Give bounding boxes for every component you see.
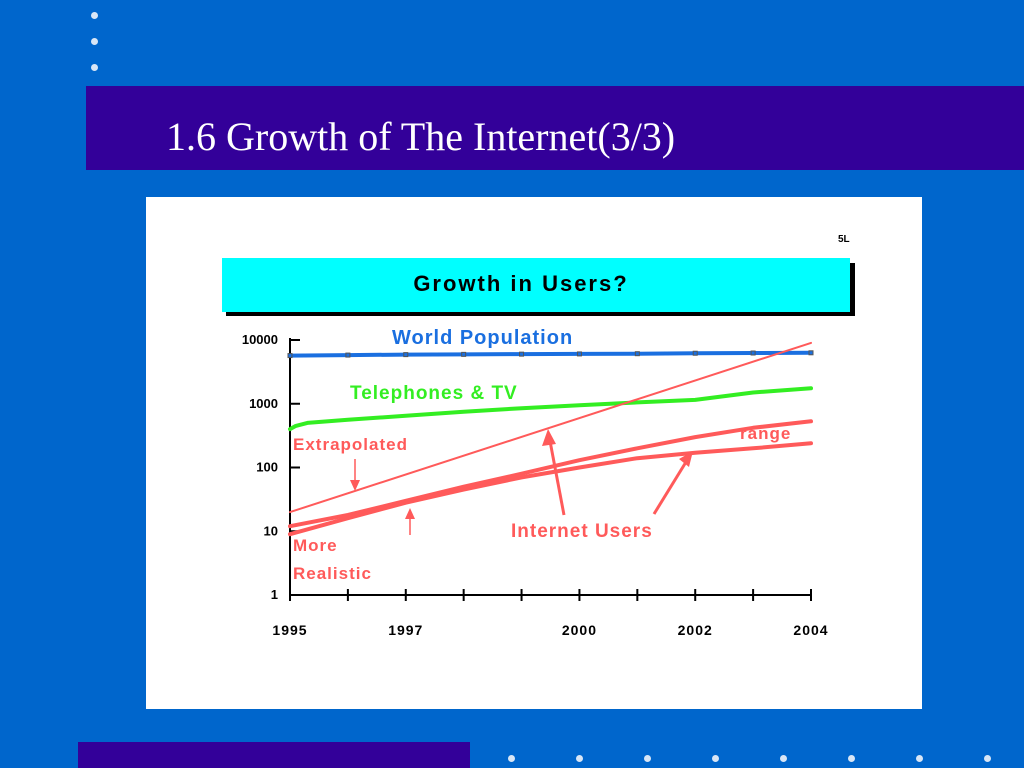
arrow-internet-upper xyxy=(548,440,566,516)
decor-dot-bottom-5 xyxy=(780,755,787,762)
series-line-telephones-tv xyxy=(288,386,813,432)
x-tick-label: 2000 xyxy=(562,622,597,638)
x-tick-label: 1997 xyxy=(388,622,423,638)
bottom-bar xyxy=(78,742,470,768)
decor-dot-top-1 xyxy=(91,12,98,19)
arrow-extrapolated-head xyxy=(350,480,360,491)
title-bar xyxy=(86,86,1024,170)
data-point-world-population xyxy=(634,351,640,357)
x-tick-label: 2002 xyxy=(678,622,713,638)
decor-dot-bottom-6 xyxy=(848,755,855,762)
y-tick-label: 1 xyxy=(271,587,278,602)
label-realistic: Realistic xyxy=(293,564,372,583)
decor-dot-bottom-7 xyxy=(916,755,923,762)
data-point-world-population xyxy=(403,352,409,358)
series-layer xyxy=(287,341,814,537)
decor-dot-bottom-4 xyxy=(712,755,719,762)
data-point-world-population xyxy=(808,350,814,356)
arrow-internet-lower-head xyxy=(679,451,693,467)
data-point-world-population xyxy=(345,352,351,358)
decor-dot-top-2 xyxy=(91,38,98,45)
x-tick-label: 1995 xyxy=(272,622,307,638)
x-tick-label: 2004 xyxy=(793,622,828,638)
data-point-world-population xyxy=(692,350,698,356)
label-world-population: World Population xyxy=(392,327,573,349)
data-point-world-population xyxy=(576,351,582,357)
y-tick-label: 10000 xyxy=(242,332,278,347)
axes: 1 10 100 1000 10000 1995 1997 2000 2002 2004 xyxy=(242,332,828,638)
data-point-world-population xyxy=(519,351,525,357)
corner-mark: 5L xyxy=(838,234,850,245)
decor-dot-bottom-1 xyxy=(508,755,515,762)
y-tick-label: 100 xyxy=(256,460,278,475)
arrow-realistic-head xyxy=(405,508,415,519)
series-line-internet-lower xyxy=(288,441,813,537)
chart-title: Growth in Users? xyxy=(413,271,628,296)
decor-dot-bottom-3 xyxy=(644,755,651,762)
annotation-arrows xyxy=(350,429,693,535)
data-point-world-population xyxy=(750,350,756,356)
arrow-internet-lower xyxy=(652,461,688,515)
data-point-world-population xyxy=(287,353,293,359)
arrow-internet-upper-head xyxy=(542,429,556,446)
series-line-world-population xyxy=(288,350,813,358)
label-extrapolated: Extrapolated xyxy=(293,435,408,454)
label-more: More xyxy=(293,536,338,555)
series-line-internet-upper xyxy=(288,419,813,529)
label-range: range xyxy=(740,424,791,443)
series-line-extrapolated xyxy=(289,341,812,514)
slide-title: 1.6 Growth of The Internet(3/3) xyxy=(166,114,676,159)
decor-dot-bottom-2 xyxy=(576,755,583,762)
decor-dot-bottom-8 xyxy=(984,755,991,762)
label-internet-users: Internet Users xyxy=(511,521,653,542)
y-tick-label: 10 xyxy=(264,523,278,538)
data-point-world-population xyxy=(461,351,467,357)
decor-dot-top-3 xyxy=(91,64,98,71)
title-banner xyxy=(222,258,850,312)
label-telephones-tv: Telephones & TV xyxy=(350,383,518,404)
y-tick-label: 1000 xyxy=(249,396,278,411)
chart-panel: 5L Growth in Users? 1 10 100 1000 10000 1995 1… xyxy=(146,197,922,709)
